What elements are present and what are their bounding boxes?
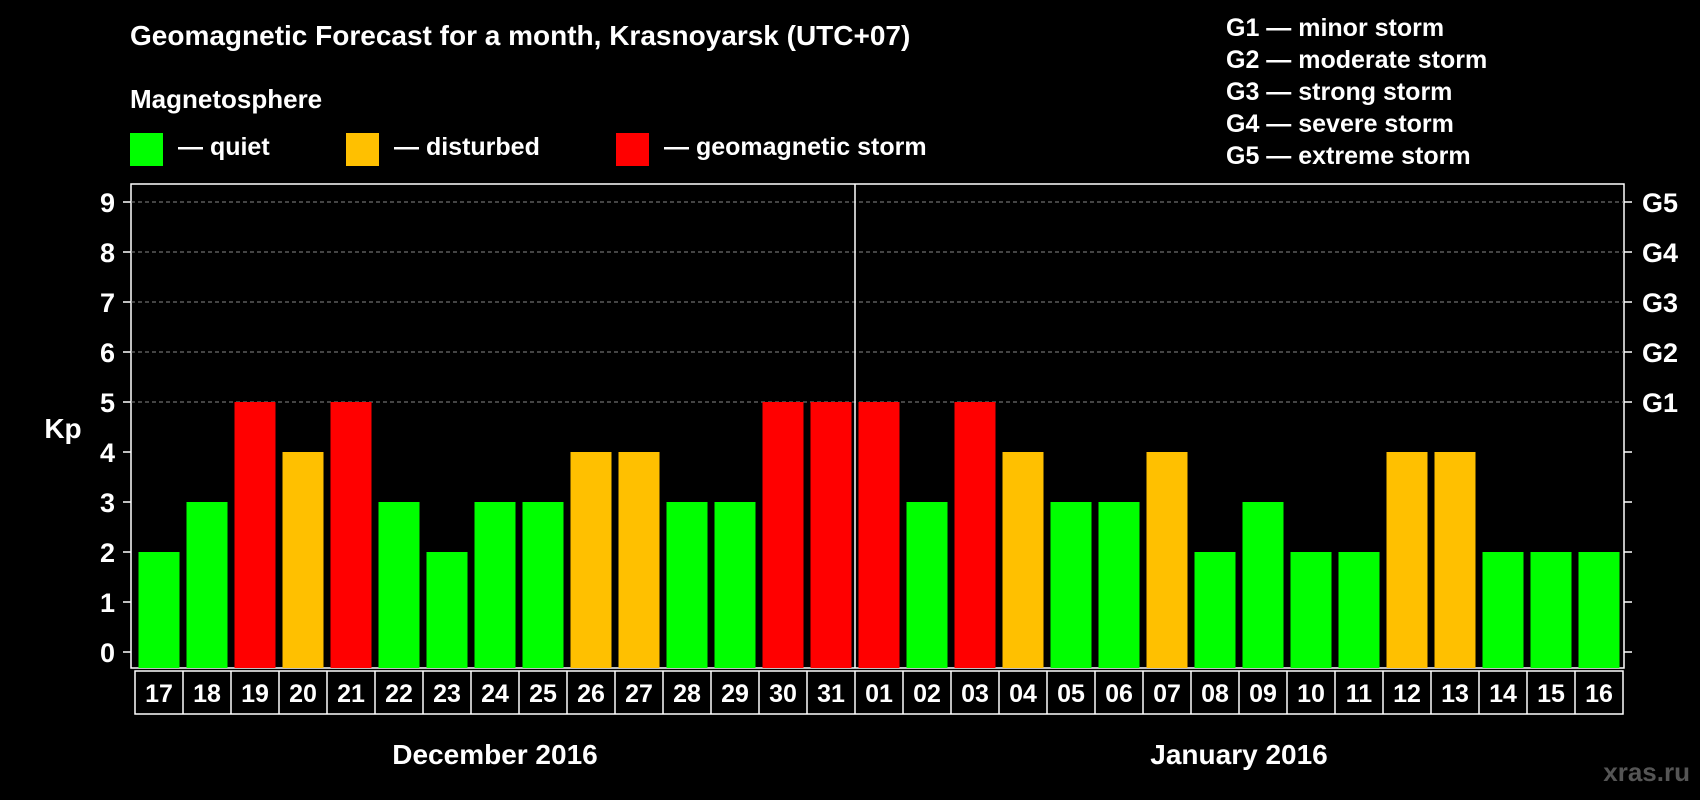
storm-scale-legend: G1 — minor storm G2 — moderate storm G3 …	[1226, 12, 1487, 172]
date-label-10: 10	[1297, 680, 1325, 708]
bar-02	[906, 502, 948, 668]
legend-swatch-storm	[616, 133, 649, 166]
date-label-07: 07	[1153, 680, 1181, 708]
y-axis-label: Kp	[44, 413, 81, 444]
y-tick-label-6: 6	[100, 338, 115, 368]
bar-11	[1338, 552, 1380, 668]
bar-04	[1002, 452, 1044, 668]
y-tick-label-1: 1	[100, 588, 115, 618]
bar-09	[1242, 502, 1284, 668]
date-label-01: 01	[865, 680, 893, 708]
date-label-04: 04	[1009, 680, 1037, 708]
bar-10	[1290, 552, 1332, 668]
storm-level-label-g4: G4	[1642, 238, 1678, 268]
date-axis-frame	[134, 670, 1624, 715]
bar-22	[378, 502, 420, 668]
date-label-29: 29	[721, 680, 749, 708]
date-label-31: 31	[817, 680, 845, 708]
bar-12	[1386, 452, 1428, 668]
y-tick-label-9: 9	[100, 188, 115, 218]
legend-label-quiet: — quiet	[178, 133, 270, 161]
bar-19	[234, 402, 276, 668]
bar-14	[1482, 552, 1524, 668]
y-tick-label-2: 2	[100, 538, 115, 568]
date-label-03: 03	[961, 680, 989, 708]
date-label-24: 24	[481, 680, 509, 708]
bar-25	[522, 502, 564, 668]
date-label-11: 11	[1346, 680, 1373, 708]
bar-08	[1194, 552, 1236, 668]
legend-swatch-quiet	[130, 133, 163, 166]
date-label-08: 08	[1201, 680, 1229, 708]
date-label-30: 30	[769, 680, 797, 708]
storm-scale-g1: G1 — minor storm	[1226, 14, 1445, 42]
date-label-17: 17	[145, 680, 173, 708]
date-label-02: 02	[913, 680, 941, 708]
storm-scale-g5: G5 — extreme storm	[1226, 142, 1471, 170]
chart-subtitle: Magnetosphere	[130, 84, 323, 114]
bar-31	[810, 402, 852, 668]
chart-title: Geomagnetic Forecast for a month, Krasno…	[130, 20, 911, 51]
bar-27	[618, 452, 660, 668]
bar-15	[1530, 552, 1572, 668]
date-label-25: 25	[529, 680, 557, 708]
bar-20	[282, 452, 324, 668]
date-label-05: 05	[1057, 680, 1085, 708]
storm-level-label-g2: G2	[1642, 338, 1678, 368]
y-tick-label-7: 7	[100, 288, 115, 318]
bar-24	[474, 502, 516, 668]
date-label-21: 21	[337, 680, 365, 708]
date-label-27: 27	[625, 680, 653, 708]
bar-28	[666, 502, 708, 668]
bar-23	[426, 552, 468, 668]
date-label-14: 14	[1489, 680, 1517, 708]
date-label-16: 16	[1585, 680, 1613, 708]
bar-03	[954, 402, 996, 668]
month-label-december: December 2016	[392, 739, 597, 770]
date-label-20: 20	[289, 680, 317, 708]
storm-level-label-g3: G3	[1642, 288, 1678, 318]
legend-swatch-disturbed	[346, 133, 379, 166]
bar-17	[138, 552, 180, 668]
date-label-23: 23	[433, 680, 461, 708]
date-label-06: 06	[1105, 680, 1133, 708]
legend-label-storm: — geomagnetic storm	[664, 133, 927, 161]
y-tick-label-0: 0	[100, 638, 115, 668]
bar-18	[186, 502, 228, 668]
month-label-january: January 2016	[1150, 739, 1327, 770]
y-tick-label-8: 8	[100, 238, 115, 268]
bar-26	[570, 452, 612, 668]
bar-30	[762, 402, 804, 668]
date-label-28: 28	[673, 680, 701, 708]
y-tick-label-5: 5	[100, 388, 115, 418]
y-tick-label-4: 4	[100, 438, 115, 468]
legend-label-disturbed: — disturbed	[394, 133, 540, 161]
date-label-13: 13	[1441, 680, 1469, 708]
bar-06	[1098, 502, 1140, 668]
storm-level-label-g5: G5	[1642, 188, 1678, 218]
date-label-18: 18	[193, 680, 221, 708]
date-label-22: 22	[385, 680, 413, 708]
y-tick-label-3: 3	[100, 488, 115, 518]
storm-level-label-g1: G1	[1642, 388, 1678, 418]
watermark: xras.ru	[1603, 757, 1690, 787]
bar-05	[1050, 502, 1092, 668]
bar-21	[330, 402, 372, 668]
bar-13	[1434, 452, 1476, 668]
bar-07	[1146, 452, 1188, 668]
date-label-19: 19	[241, 680, 269, 708]
date-label-15: 15	[1537, 680, 1565, 708]
bar-01	[858, 402, 900, 668]
date-label-12: 12	[1393, 680, 1421, 708]
date-label-09: 09	[1249, 680, 1277, 708]
storm-scale-g3: G3 — strong storm	[1226, 78, 1453, 106]
bar-29	[714, 502, 756, 668]
storm-scale-g4: G4 — severe storm	[1226, 110, 1454, 138]
date-label-26: 26	[577, 680, 605, 708]
storm-scale-g2: G2 — moderate storm	[1226, 46, 1488, 74]
bar-16	[1578, 552, 1620, 668]
